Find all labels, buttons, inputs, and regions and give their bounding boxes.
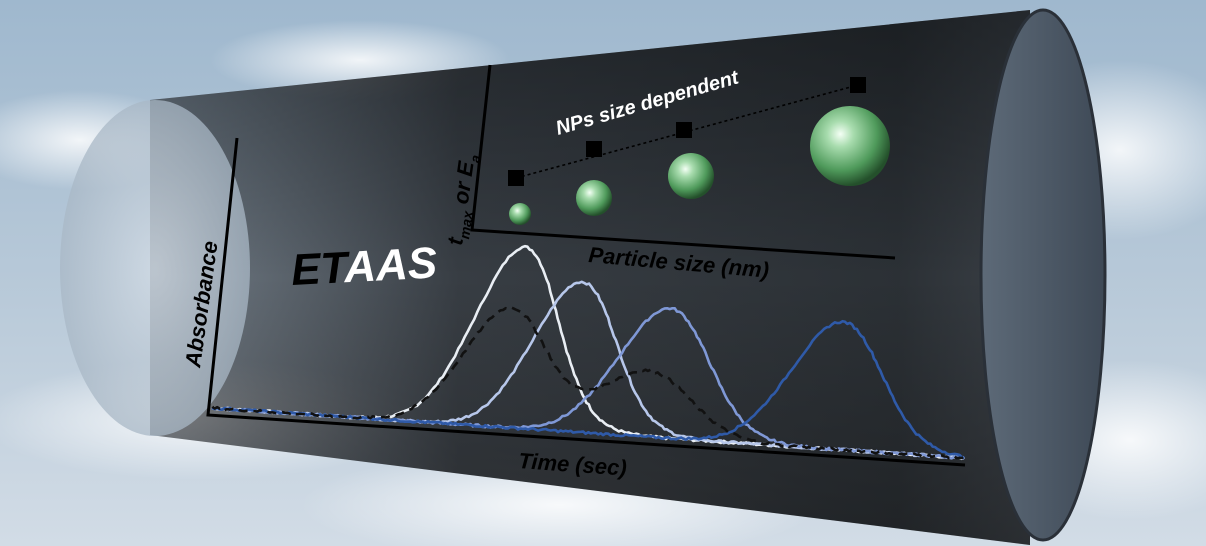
absorbance-curve-5	[211, 305, 965, 460]
nanoparticle-sphere	[509, 203, 531, 225]
nanoparticle-sphere	[576, 180, 612, 216]
nanoparticle-sphere	[810, 106, 890, 186]
nanoparticle-sphere	[668, 153, 714, 199]
graphite-tube	[60, 8, 1107, 545]
technique-title: ETAAS	[290, 238, 438, 295]
inset-data-point	[850, 77, 866, 93]
inset-axes	[470, 64, 896, 260]
inset-y-label-sub2: a	[467, 154, 484, 164]
inset-data-point	[676, 122, 692, 138]
main-axes	[206, 137, 966, 467]
inset-trend-line	[515, 84, 859, 179]
technique-title-suffix: AAS	[342, 238, 438, 292]
absorbance-curves	[211, 244, 966, 461]
tube-left-opening	[60, 100, 250, 436]
inset-plot: NPs size dependent Particle size (nm) tm…	[442, 64, 896, 283]
inset-data-point	[586, 141, 602, 157]
technique-title-prefix: ET	[290, 243, 352, 295]
tube-right-end	[981, 10, 1105, 540]
inset-data-point	[508, 170, 524, 186]
absorbance-curve-4	[211, 319, 965, 459]
inset-y-label-sub: max	[456, 209, 476, 240]
